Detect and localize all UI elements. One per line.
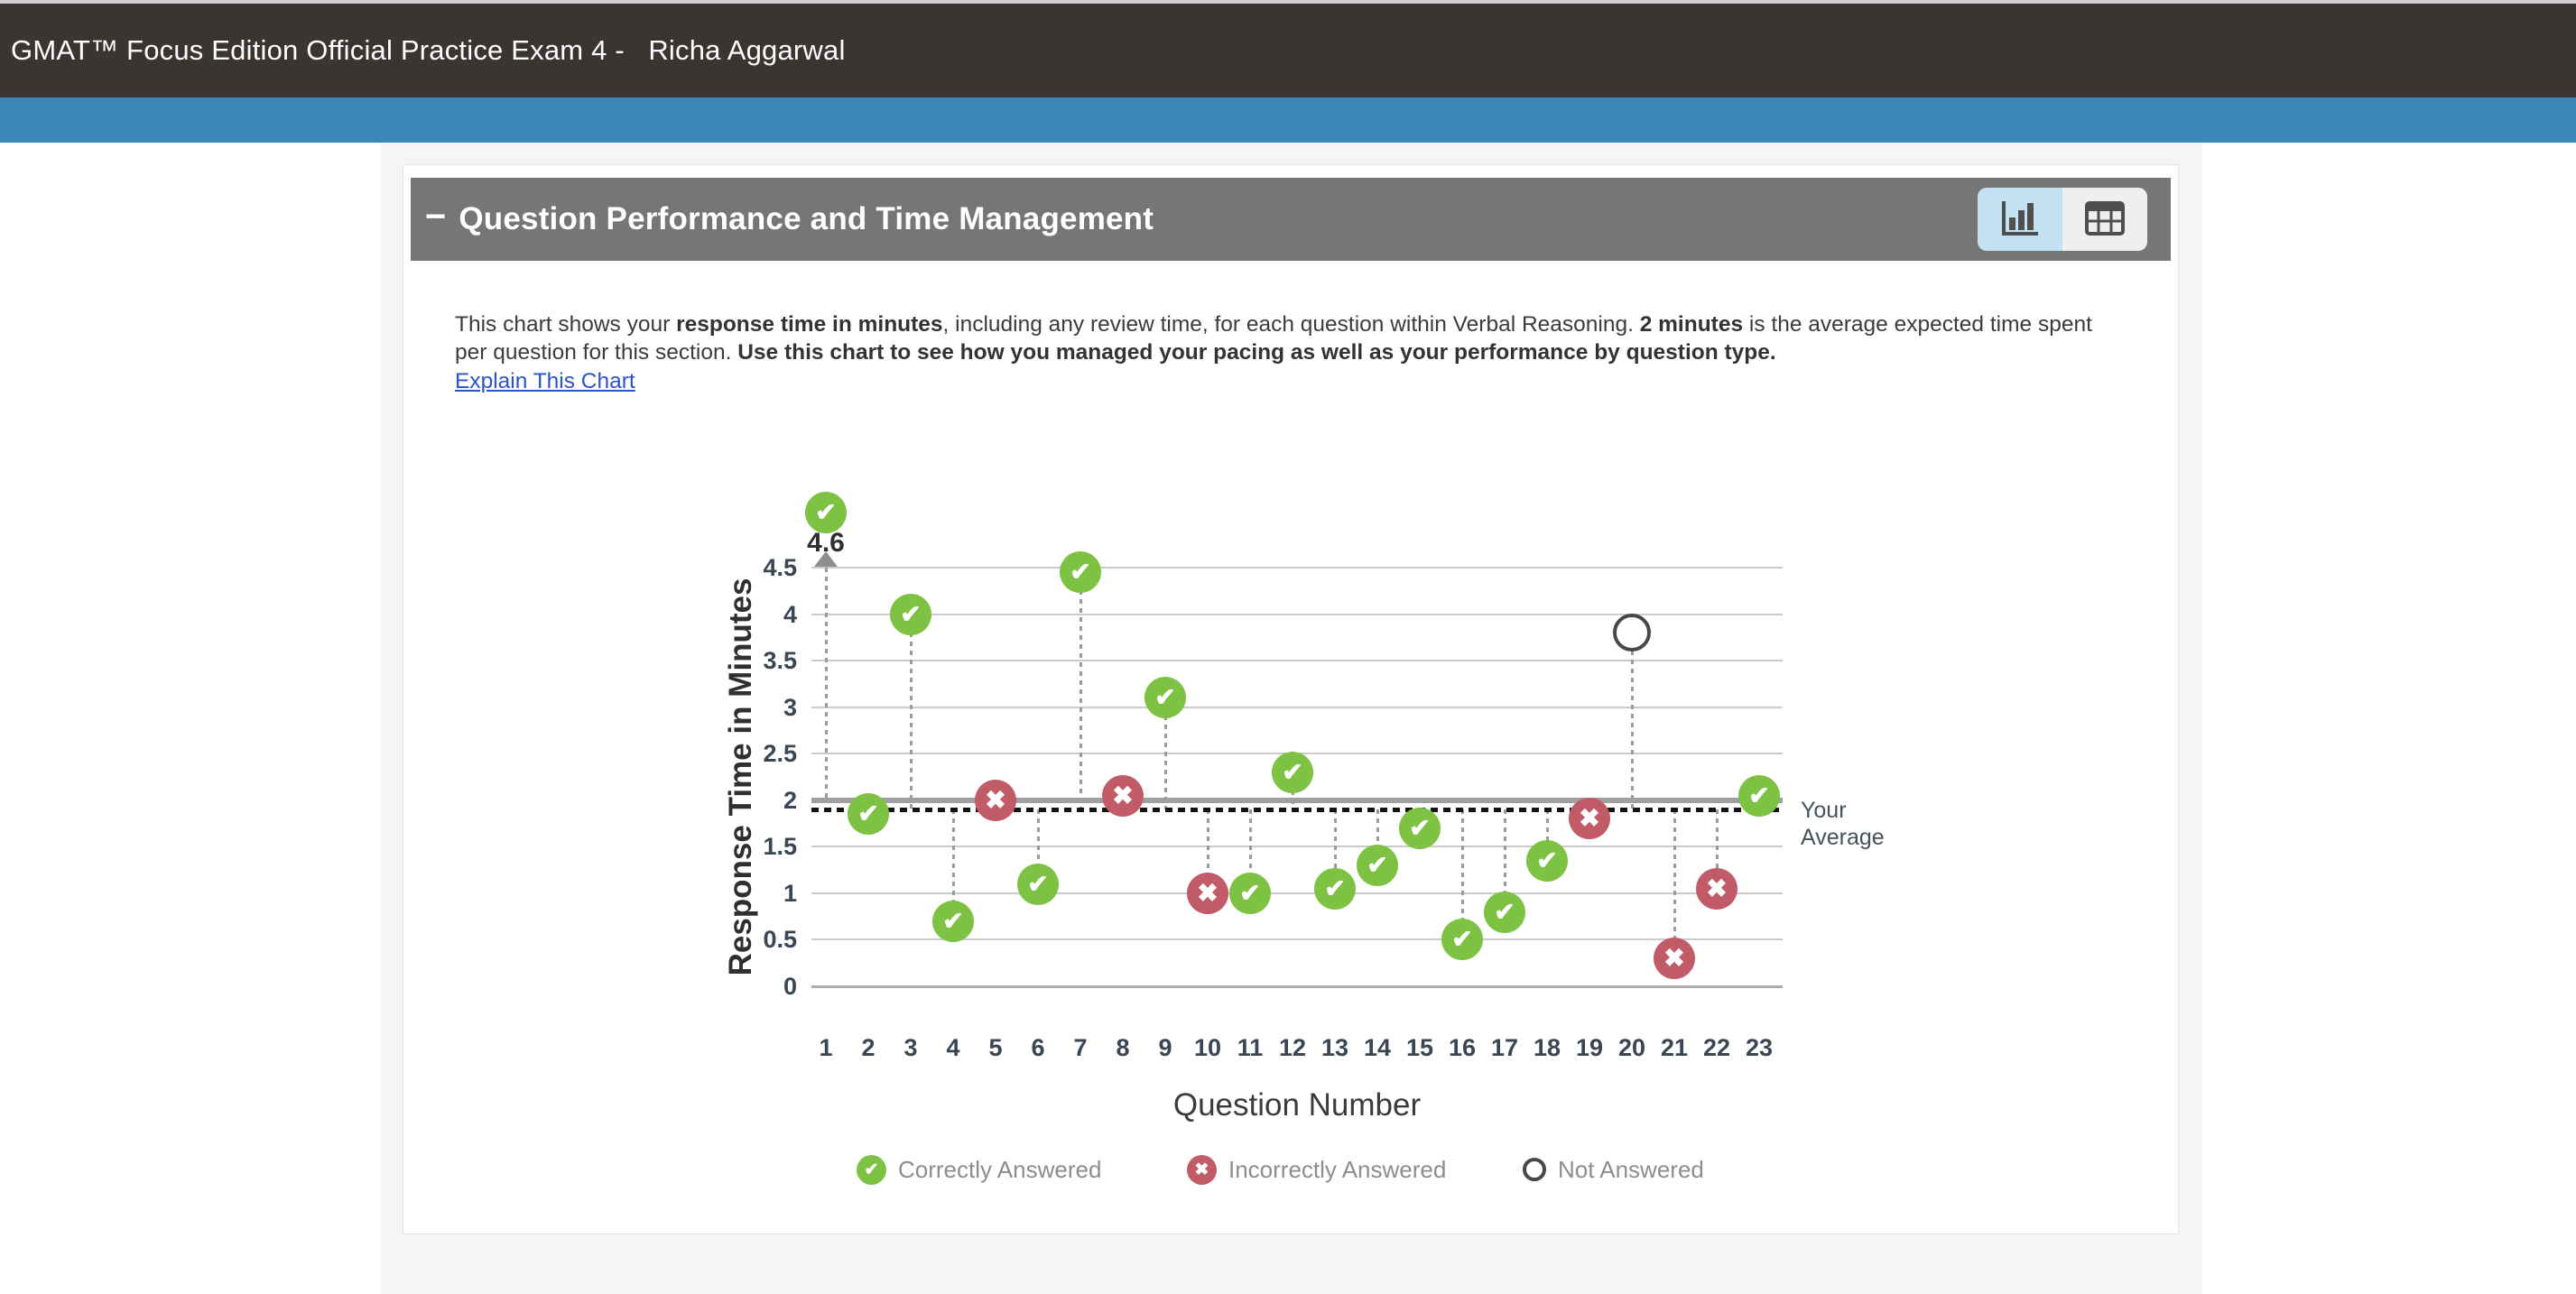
y-axis-title: Response Time in Minutes [723,578,758,976]
point-q14-correct[interactable]: ✔ [1357,844,1398,886]
table-icon [2085,200,2125,238]
ytick-0.5: 0.5 [763,926,797,954]
ytick-0: 0 [783,973,797,1000]
connector-q3 [910,614,913,810]
xtick-4: 4 [946,1034,960,1061]
xtick-15: 15 [1405,1034,1434,1061]
point-q10-incorrect[interactable]: ✖ [1187,872,1228,914]
view-toggle [1978,188,2147,251]
gridline-y2 [811,799,1783,801]
point-q3-correct[interactable]: ✔ [890,593,931,635]
ytick-3: 3 [783,693,797,721]
point-q2-correct[interactable]: ✔ [848,793,889,836]
point-q12-correct[interactable]: ✔ [1272,751,1313,793]
ytick-2.5: 2.5 [763,740,797,768]
legend-label: Not Answered [1558,1155,1704,1183]
ytick-2: 2 [783,786,797,814]
xtick-9: 9 [1158,1034,1172,1061]
ytick-1: 1 [783,879,797,907]
xtick-19: 19 [1575,1034,1604,1061]
legend-label: Correctly Answered [898,1155,1102,1183]
xtick-22: 22 [1702,1034,1731,1061]
xtick-5: 5 [988,1034,1003,1061]
performance-card: − Question Performance and Time Manageme… [403,164,2179,1234]
x-axis-line [811,985,1783,988]
connector-q1 [825,568,828,800]
expected-average-line [811,797,1783,803]
connector-q20 [1631,633,1634,810]
chart-view-button[interactable] [1978,188,2062,251]
point-q15-correct[interactable]: ✔ [1399,807,1441,849]
xtick-17: 17 [1490,1034,1519,1061]
x-circle-icon: ✖ [1187,1154,1217,1185]
point-q6-correct[interactable]: ✔ [1017,863,1059,905]
point-q4-correct[interactable]: ✔ [932,900,974,942]
x-axis-title: Question Number [1172,1087,1422,1123]
collapse-icon[interactable]: − [425,197,447,236]
point-q9-correct[interactable]: ✔ [1144,677,1186,719]
point-q8-incorrect[interactable]: ✖ [1102,774,1144,817]
gridline-y3 [811,706,1783,708]
xtick-3: 3 [903,1034,918,1061]
xtick-16: 16 [1448,1034,1477,1061]
xtick-18: 18 [1533,1034,1561,1061]
explain-chart-link[interactable]: Explain This Chart [455,369,635,393]
point-q7-correct[interactable]: ✔ [1060,551,1101,594]
content-column: − Question Performance and Time Manageme… [381,143,2202,1294]
xtick-14: 14 [1363,1034,1392,1061]
point-q16-correct[interactable]: ✔ [1441,919,1483,961]
xtick-6: 6 [1031,1034,1045,1061]
ytick-3.5: 3.5 [763,647,797,675]
xtick-20: 20 [1617,1034,1646,1061]
exam-title: GMAT™ Focus Edition Official Practice Ex… [11,34,846,66]
connector-q7 [1080,572,1082,810]
ytick-4: 4 [783,600,797,628]
exam-title-bar: GMAT™ Focus Edition Official Practice Ex… [0,4,2576,97]
panel-title: Question Performance and Time Management [459,201,1154,236]
point-q18-correct[interactable]: ✔ [1526,839,1568,882]
point-q23-correct[interactable]: ✔ [1738,774,1780,817]
xtick-11: 11 [1237,1034,1264,1061]
nav-accent-bar [0,97,2576,143]
xtick-13: 13 [1320,1034,1349,1061]
point-q21-incorrect[interactable]: ✖ [1654,938,1695,980]
point-q19-incorrect[interactable]: ✖ [1569,798,1610,840]
chart-description: This chart shows your response time in m… [455,312,2092,365]
point-q22-incorrect[interactable]: ✖ [1696,867,1737,910]
xtick-2: 2 [861,1034,876,1061]
table-view-button[interactable] [2062,188,2147,251]
xtick-23: 23 [1745,1034,1774,1061]
window-top-edge [0,0,2576,4]
connector-q21 [1673,809,1676,959]
point-q13-correct[interactable]: ✔ [1314,867,1356,910]
your-average-label: Your Average [1801,798,1885,851]
gridline-y4.5 [811,567,1783,568]
panel-header: − Question Performance and Time Manageme… [411,178,2171,261]
legend-item-incorrect: ✖ Incorrectly Answered [1187,1149,1446,1190]
gridline-y1 [811,892,1783,894]
xtick-1: 1 [819,1034,833,1061]
check-circle-icon: ✔ [857,1154,886,1185]
bar-chart-icon [2000,199,2040,240]
ytick-1.5: 1.5 [763,833,797,861]
not-answered-circle-icon [1523,1158,1546,1181]
your-average-line [811,808,1783,813]
point-q11-correct[interactable]: ✔ [1229,872,1271,914]
legend-item-correct: ✔ Correctly Answered [857,1149,1101,1190]
point-q5-incorrect[interactable]: ✖ [975,779,1016,821]
point-q20-not-answered[interactable] [1613,614,1651,652]
xtick-21: 21 [1660,1034,1689,1061]
legend-item-not_answered: Not Answered [1523,1149,1704,1190]
point-q17-correct[interactable]: ✔ [1484,891,1525,933]
xtick-7: 7 [1073,1034,1088,1061]
xtick-12: 12 [1278,1034,1307,1061]
gridline-y3.5 [811,660,1783,662]
clipped-arrow-icon [814,551,838,567]
ytick-4.5: 4.5 [763,554,797,581]
gridline-y1.5 [811,846,1783,848]
xtick-10: 10 [1193,1034,1222,1061]
legend-label: Incorrectly Answered [1228,1155,1447,1183]
xtick-8: 8 [1116,1034,1130,1061]
point-q1-correct[interactable]: ✔ [805,492,847,533]
